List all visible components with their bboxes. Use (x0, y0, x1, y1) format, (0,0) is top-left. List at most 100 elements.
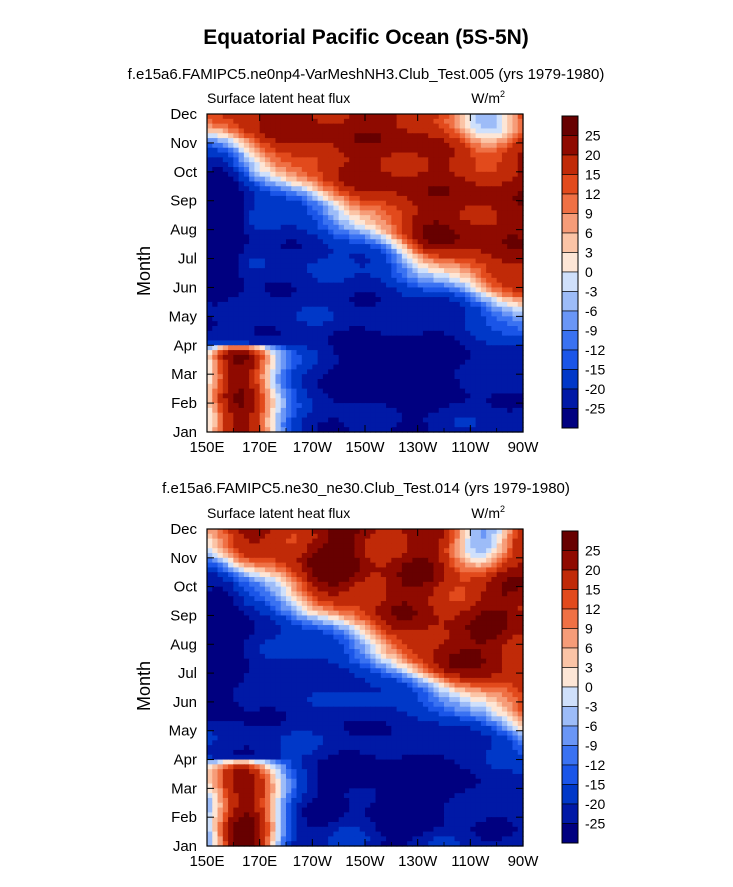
heatmap-cell (507, 418, 513, 423)
heatmap-cell (281, 128, 287, 133)
heatmap-cell (333, 167, 339, 172)
heatmap-cell (502, 587, 508, 592)
heatmap-cell (333, 244, 339, 249)
heatmap-cell (297, 591, 303, 596)
heatmap-cell (297, 379, 303, 384)
heatmap-cell (354, 133, 360, 138)
heatmap-cell (228, 186, 234, 191)
heatmap-cell (470, 529, 476, 534)
heatmap-cell (223, 263, 229, 268)
heatmap-cell (370, 539, 376, 544)
heatmap-cell (354, 563, 360, 568)
heatmap-cell (407, 128, 413, 133)
heatmap-cell (391, 268, 397, 273)
heatmap-cell (433, 196, 439, 201)
heatmap-cell (318, 307, 324, 312)
heatmap-cell (439, 563, 445, 568)
heatmap-cell (239, 215, 245, 220)
heatmap-cell (497, 543, 503, 548)
heatmap-cell (328, 273, 334, 278)
heatmap-cell (502, 307, 508, 312)
heatmap-cell (381, 153, 387, 158)
heatmap-cell (476, 162, 482, 167)
heatmap-cell (486, 345, 492, 350)
heatmap-cell (307, 539, 313, 544)
heatmap-cell (486, 287, 492, 292)
heatmap-cell (512, 403, 518, 408)
heatmap-cell (439, 534, 445, 539)
heatmap-cell (423, 263, 429, 268)
heatmap-cell (391, 162, 397, 167)
heatmap-cell (212, 389, 218, 394)
heatmap-cell (302, 249, 308, 254)
heatmap-cell (428, 206, 434, 211)
heatmap-cell (302, 340, 308, 345)
heatmap-cell (507, 215, 513, 220)
heatmap-cell (444, 403, 450, 408)
heatmap-cell (218, 558, 224, 563)
heatmap-cell (218, 287, 224, 292)
heatmap-cell (481, 157, 487, 162)
heatmap-cell (354, 398, 360, 403)
heatmap-cell (228, 587, 234, 592)
heatmap-cell (218, 413, 224, 418)
heatmap-cell (433, 186, 439, 191)
heatmap-cell (423, 326, 429, 331)
heatmap-cell (312, 302, 318, 307)
heatmap-cell (323, 331, 329, 336)
heatmap-cell (254, 374, 260, 379)
heatmap-cell (423, 273, 429, 278)
heatmap-cell (397, 191, 403, 196)
heatmap-cell (307, 369, 313, 374)
heatmap-cell (370, 249, 376, 254)
heatmap-cell (455, 259, 461, 264)
heatmap-cell (449, 553, 455, 558)
heatmap-cell (449, 249, 455, 254)
heatmap-cell (376, 172, 382, 177)
heatmap-cell (344, 321, 350, 326)
heatmap-cell (455, 340, 461, 345)
heatmap-cell (481, 239, 487, 244)
heatmap-cell (502, 230, 508, 235)
heatmap-cell (428, 249, 434, 254)
heatmap-cell (323, 587, 329, 592)
heatmap-cell (291, 254, 297, 259)
heatmap-cell (297, 398, 303, 403)
heatmap-cell (386, 350, 392, 355)
heatmap-cell (491, 360, 497, 365)
heatmap-cell (476, 148, 482, 153)
heatmap-cell (260, 206, 266, 211)
heatmap-cell (344, 422, 350, 427)
heatmap-cell (260, 287, 266, 292)
heatmap-cell (275, 548, 281, 553)
heatmap-cell (428, 369, 434, 374)
heatmap-cell (470, 273, 476, 278)
heatmap-cell (218, 572, 224, 577)
heatmap-cell (386, 558, 392, 563)
y-tick-label: Mar (171, 366, 197, 383)
heatmap-cell (439, 316, 445, 321)
heatmap-cell (249, 548, 255, 553)
heatmap-cell (207, 128, 213, 133)
heatmap-cell (207, 577, 213, 582)
heatmap-cell (397, 326, 403, 331)
heatmap-cell (275, 321, 281, 326)
heatmap-cell (391, 422, 397, 427)
heatmap-cell (391, 369, 397, 374)
heatmap-cell (470, 345, 476, 350)
heatmap-cell (502, 119, 508, 124)
heatmap-cell (507, 379, 513, 384)
heatmap-cell (497, 418, 503, 423)
heatmap-cell (318, 302, 324, 307)
heatmap-cell (512, 418, 518, 423)
heatmap-cell (470, 307, 476, 312)
heatmap-cell (239, 403, 245, 408)
heatmap-cell (476, 268, 482, 273)
heatmap-cell (433, 582, 439, 587)
heatmap-cell (207, 210, 213, 215)
heatmap-cell (339, 244, 345, 249)
heatmap-cell (470, 326, 476, 331)
heatmap-cell (249, 287, 255, 292)
heatmap-cell (407, 389, 413, 394)
heatmap-cell (212, 259, 218, 264)
